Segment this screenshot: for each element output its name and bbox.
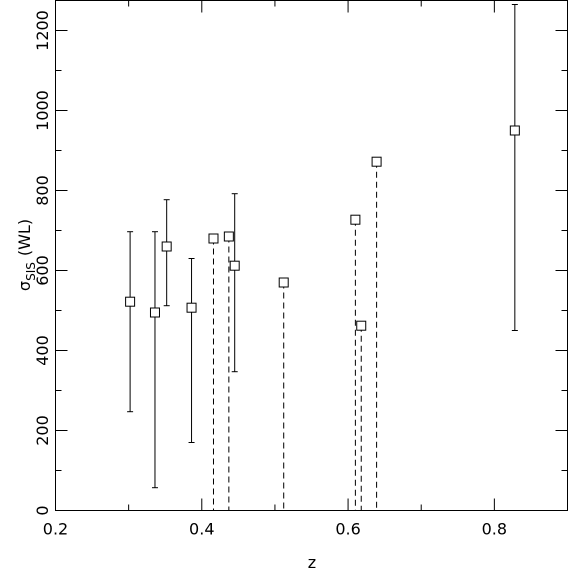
error-bar: [188, 258, 195, 443]
y-tick-label: 800: [33, 175, 52, 206]
y-tick-label: 1200: [33, 10, 52, 51]
y-label-symbol: σ: [15, 281, 34, 291]
point: [149, 307, 160, 318]
error-bar: [151, 231, 158, 489]
point: [208, 233, 219, 244]
error-bar: [511, 4, 518, 331]
x-tick-label: 0.8: [482, 520, 507, 539]
point: [229, 260, 240, 271]
y-label-sub: SIS: [24, 262, 38, 281]
point: [278, 277, 289, 288]
error-bar: [127, 231, 134, 413]
y-label-text: σSIS (WL): [15, 219, 38, 291]
x-tick-label: 0.2: [43, 520, 68, 539]
point: [161, 241, 172, 252]
x-tick-label: 0.4: [189, 520, 214, 539]
point: [125, 296, 136, 307]
y-tick-label: 200: [33, 415, 52, 446]
point: [223, 231, 234, 242]
y-axis-label: σSIS (WL): [15, 219, 38, 291]
y-tick-label: 400: [33, 335, 52, 366]
y-tick-label: 600: [33, 255, 52, 286]
point: [186, 302, 197, 313]
error-bar: [163, 199, 170, 307]
point: [509, 125, 520, 136]
point: [371, 156, 382, 167]
y-tick-label: 0: [33, 505, 52, 515]
error-bar: [231, 193, 238, 373]
plot-frame: [55, 0, 568, 511]
y-tick-label: 1000: [33, 90, 52, 131]
point: [356, 320, 367, 331]
y-label-suffix: (WL): [15, 219, 34, 256]
x-axis-label: z: [308, 553, 316, 572]
x-tick-label: 0.6: [335, 520, 360, 539]
point: [350, 214, 361, 225]
